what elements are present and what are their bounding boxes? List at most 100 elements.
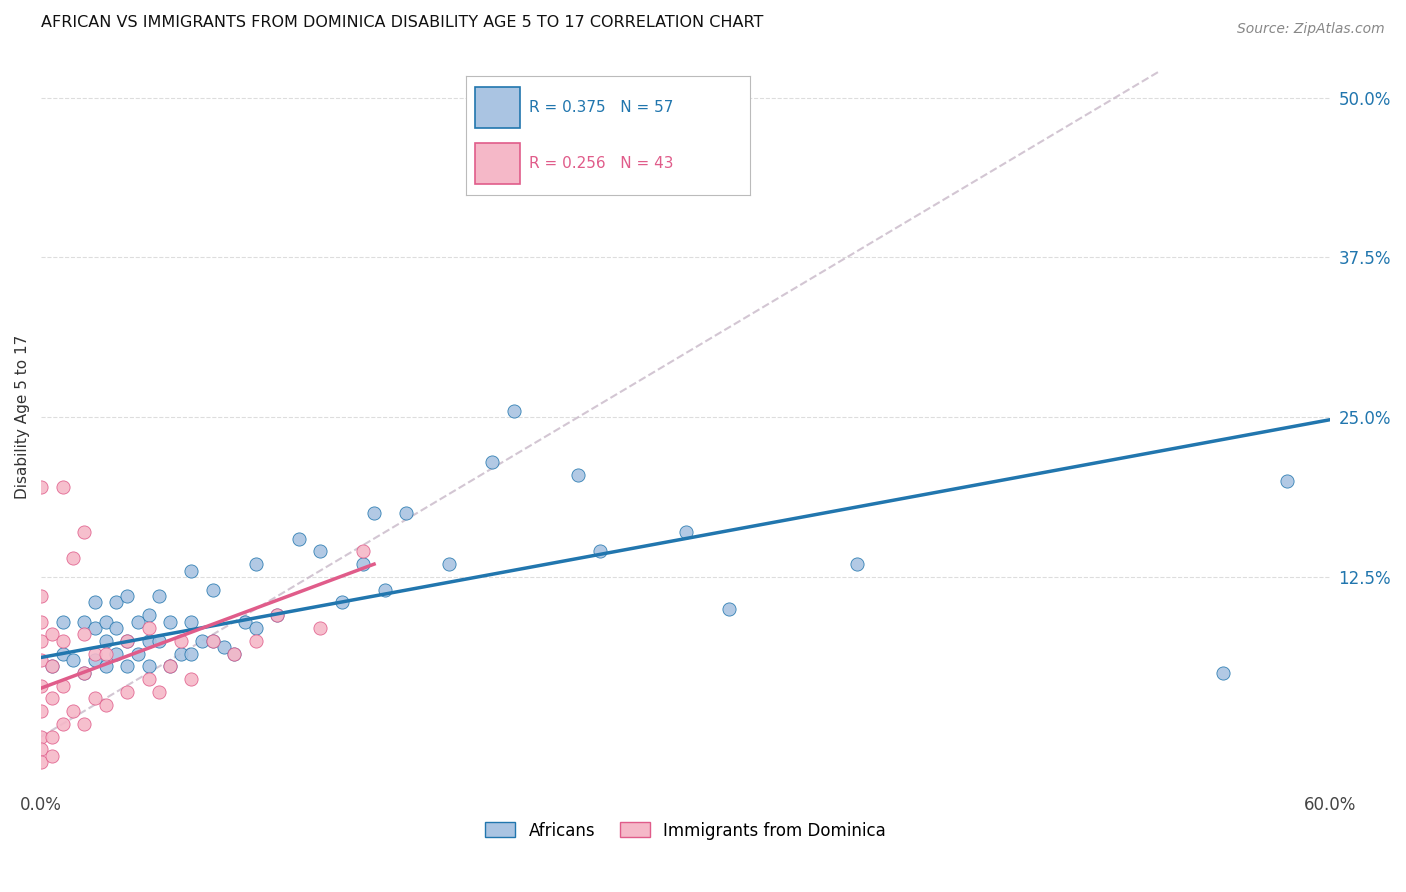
Point — [201, 633, 224, 648]
Point — [395, 506, 418, 520]
Point — [30, 704, 52, 718]
Point — [201, 633, 224, 648]
Point — [266, 608, 288, 623]
Point — [159, 659, 181, 673]
Point — [52, 480, 75, 494]
Point — [62, 550, 84, 565]
Point — [138, 633, 160, 648]
Point — [717, 602, 740, 616]
Point — [115, 659, 138, 673]
Text: AFRICAN VS IMMIGRANTS FROM DOMINICA DISABILITY AGE 5 TO 17 CORRELATION CHART: AFRICAN VS IMMIGRANTS FROM DOMINICA DISA… — [41, 15, 763, 30]
Point — [159, 659, 181, 673]
Point — [30, 653, 52, 667]
Point — [266, 608, 288, 623]
Point — [352, 544, 374, 558]
Point — [115, 633, 138, 648]
Point — [201, 582, 224, 597]
Point — [309, 621, 332, 635]
Point — [83, 621, 105, 635]
Point — [83, 691, 105, 706]
Y-axis label: Disability Age 5 to 17: Disability Age 5 to 17 — [15, 335, 30, 500]
Point — [180, 647, 202, 661]
Point — [30, 730, 52, 744]
Point — [83, 647, 105, 661]
Point — [138, 672, 160, 686]
Point — [94, 659, 117, 673]
Point — [212, 640, 235, 655]
Point — [374, 582, 396, 597]
Point — [30, 615, 52, 629]
Point — [73, 717, 96, 731]
Point — [30, 480, 52, 494]
Point — [94, 647, 117, 661]
Point — [73, 525, 96, 540]
Text: Source: ZipAtlas.com: Source: ZipAtlas.com — [1237, 22, 1385, 37]
Point — [439, 557, 461, 571]
Point — [330, 595, 353, 609]
Point — [94, 615, 117, 629]
Point — [52, 647, 75, 661]
Point — [30, 633, 52, 648]
Point — [115, 633, 138, 648]
Point — [41, 627, 63, 641]
Point — [148, 685, 170, 699]
Point — [288, 532, 311, 546]
Point — [73, 615, 96, 629]
Point — [127, 647, 149, 661]
Point — [148, 633, 170, 648]
Point — [30, 589, 52, 603]
Point — [52, 679, 75, 693]
Point — [41, 748, 63, 763]
Point — [245, 633, 267, 648]
Point — [159, 615, 181, 629]
Point — [588, 544, 610, 558]
Point — [170, 647, 193, 661]
Point — [148, 589, 170, 603]
Point — [94, 633, 117, 648]
Point — [41, 730, 63, 744]
Point — [180, 672, 202, 686]
Point — [170, 633, 193, 648]
Point — [115, 685, 138, 699]
Point — [41, 691, 63, 706]
Point — [233, 615, 256, 629]
Point — [567, 467, 589, 482]
Point — [180, 564, 202, 578]
Point — [127, 615, 149, 629]
Point — [73, 665, 96, 680]
Point — [83, 595, 105, 609]
Point — [224, 647, 246, 661]
Point — [138, 608, 160, 623]
Point — [52, 717, 75, 731]
Point — [73, 627, 96, 641]
Point — [30, 756, 52, 770]
Point — [115, 589, 138, 603]
Point — [105, 647, 128, 661]
Point — [1212, 665, 1234, 680]
Point — [138, 621, 160, 635]
Point — [30, 742, 52, 756]
Point — [846, 557, 869, 571]
Point — [675, 525, 697, 540]
Point — [224, 647, 246, 661]
Point — [52, 633, 75, 648]
Point — [52, 615, 75, 629]
Point — [245, 621, 267, 635]
Point — [309, 544, 332, 558]
Point — [83, 653, 105, 667]
Point — [62, 653, 84, 667]
Point — [73, 665, 96, 680]
Point — [481, 455, 503, 469]
Point — [138, 659, 160, 673]
Point — [62, 704, 84, 718]
Point — [30, 679, 52, 693]
Point — [191, 633, 214, 648]
Point — [502, 403, 524, 417]
Point — [41, 659, 63, 673]
Point — [180, 615, 202, 629]
Point — [94, 698, 117, 712]
Legend: Africans, Immigrants from Dominica: Africans, Immigrants from Dominica — [478, 815, 893, 847]
Point — [1275, 474, 1298, 488]
Point — [352, 557, 374, 571]
Point — [41, 659, 63, 673]
